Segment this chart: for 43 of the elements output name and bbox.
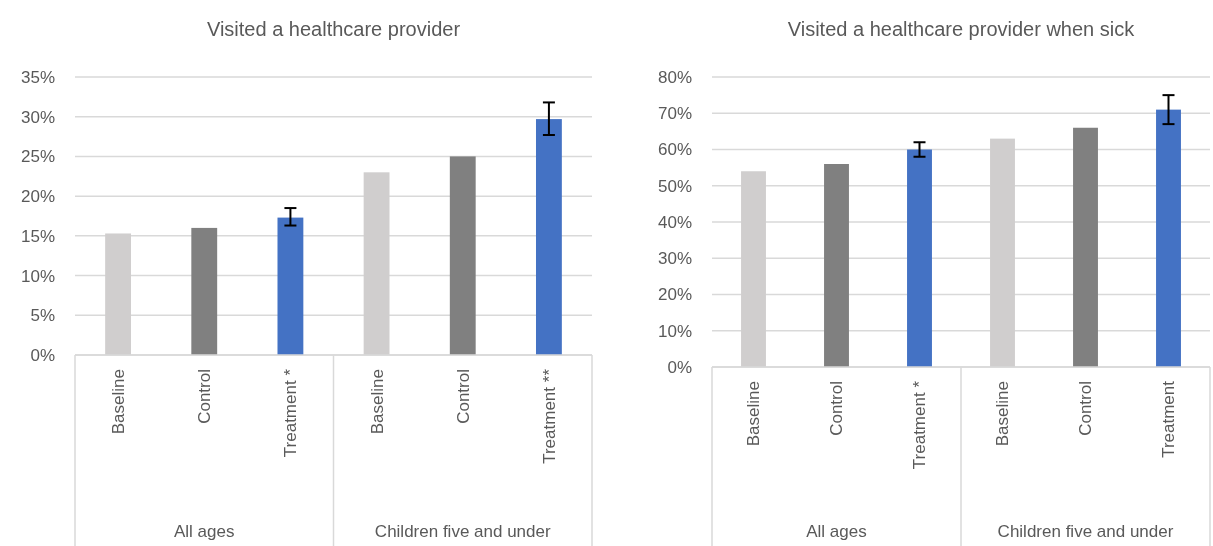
bar — [824, 164, 849, 367]
y-tick-label: 15% — [20, 226, 55, 246]
bar — [191, 227, 218, 355]
x-tick-label: Treatment * — [281, 368, 301, 458]
x-tick-label: Treatment * — [910, 380, 930, 470]
y-tick-label: 5% — [30, 306, 55, 326]
x-tick-label: Control — [195, 369, 215, 424]
bar — [907, 149, 932, 367]
y-tick-label: 20% — [657, 285, 692, 305]
text: Children five and under — [374, 522, 551, 541]
y-tick-label: 10% — [657, 321, 692, 341]
text: All ages — [806, 522, 867, 541]
x-tick-label: Control — [827, 381, 847, 436]
y-tick-label: 30% — [657, 249, 692, 269]
y-tick-label: 35% — [20, 67, 55, 87]
x-tick-label: Control — [1076, 381, 1096, 436]
x-tick-label: Baseline — [993, 381, 1013, 447]
bar — [1156, 109, 1181, 367]
y-tick-label: 70% — [657, 104, 692, 124]
chart-title: Visited a healthcare provider — [206, 18, 461, 40]
bar — [449, 156, 476, 355]
y-tick-label: 50% — [657, 176, 692, 196]
x-tick-label: Baseline — [367, 369, 387, 435]
y-tick-label: 25% — [20, 147, 55, 167]
y-tick-label: 0% — [667, 357, 692, 377]
bar — [277, 217, 304, 355]
chart-title: Visited a healthcare provider when sick — [787, 18, 1136, 40]
bar — [1073, 127, 1098, 367]
text: All ages — [174, 522, 235, 541]
y-tick-label: 20% — [20, 187, 55, 207]
y-tick-label: 80% — [657, 67, 692, 87]
x-tick-label: Control — [453, 369, 473, 424]
x-tick-label: Treatment ** — [539, 368, 559, 464]
x-tick-label: Baseline — [109, 369, 129, 435]
bar — [535, 119, 562, 355]
x-tick-label: Baseline — [744, 381, 764, 447]
y-tick-label: 40% — [657, 212, 692, 232]
y-tick-label: 10% — [20, 266, 55, 286]
y-tick-label: 60% — [657, 140, 692, 160]
y-tick-label: 0% — [30, 345, 55, 365]
text: Children five and under — [997, 522, 1174, 541]
x-tick-label: Treatment — [1159, 380, 1179, 458]
y-tick-label: 30% — [20, 107, 55, 127]
